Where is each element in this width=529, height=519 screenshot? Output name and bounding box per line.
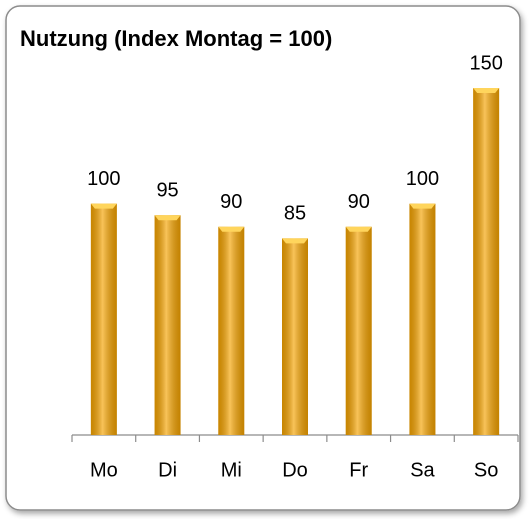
x-tick-label: Do — [282, 459, 308, 481]
chart-frame — [5, 5, 521, 511]
x-tick-label: Di — [158, 459, 177, 481]
data-label: 85 — [284, 203, 306, 225]
bar — [90, 203, 117, 435]
data-label: 150 — [469, 52, 502, 74]
x-tick-label: Sa — [410, 459, 435, 481]
data-label: 100 — [406, 168, 439, 190]
data-label: 90 — [220, 191, 242, 213]
x-tick-label: So — [474, 459, 498, 481]
bar — [218, 226, 245, 435]
bar — [409, 203, 436, 435]
bar — [282, 238, 308, 435]
bar — [154, 215, 181, 435]
chart-title: Nutzung (Index Montag = 100) — [20, 26, 332, 51]
x-tick-label: Mo — [90, 459, 118, 481]
data-label: 100 — [87, 168, 120, 190]
bar — [473, 88, 500, 435]
x-tick-label: Mi — [221, 459, 242, 481]
data-label: 95 — [156, 180, 178, 202]
bar — [345, 226, 372, 435]
x-tick-label: Fr — [349, 459, 368, 481]
data-label: 90 — [348, 191, 370, 213]
